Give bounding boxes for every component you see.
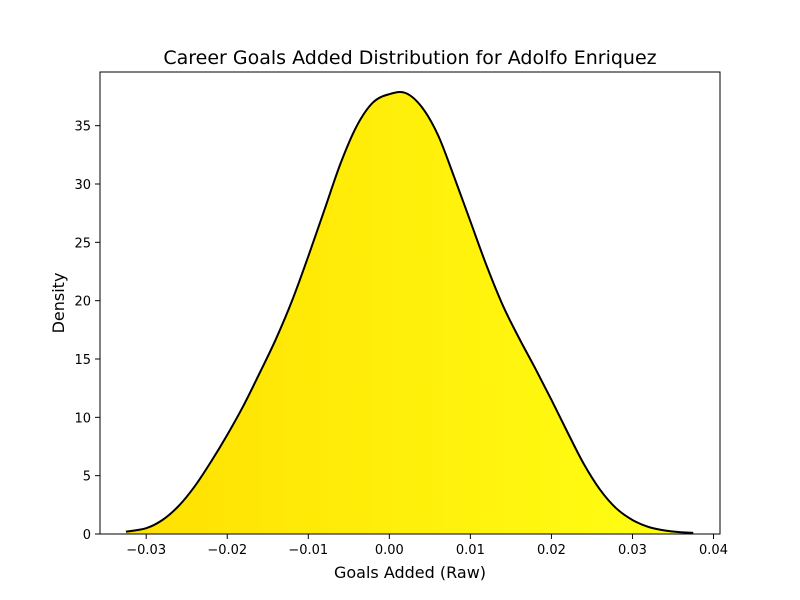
x-tick-label: 0.00 — [375, 543, 404, 558]
x-tick-label: −0.03 — [126, 543, 166, 558]
y-tick-label: 30 — [74, 178, 91, 193]
y-axis: 0 5 10 15 20 25 30 35 — [74, 120, 100, 543]
x-axis: −0.03 −0.02 −0.01 0.00 0.01 0.02 0.03 0.04 — [126, 534, 728, 558]
y-tick-label: 15 — [74, 353, 91, 368]
x-tick-label: −0.01 — [288, 543, 328, 558]
y-axis-label: Density — [49, 273, 68, 334]
y-tick-label: 35 — [74, 120, 91, 135]
density-area — [125, 92, 694, 534]
x-tick-label: 0.02 — [537, 543, 566, 558]
axes-frame — [99, 71, 721, 535]
x-axis-label: Goals Added (Raw) — [334, 563, 486, 582]
y-tick-label: 25 — [74, 236, 91, 251]
density-line — [125, 91, 694, 534]
chart-title: Career Goals Added Distribution for Adol… — [163, 47, 656, 69]
x-tick-label: 0.01 — [456, 543, 485, 558]
y-tick-label: 10 — [74, 411, 91, 426]
x-tick-label: −0.02 — [207, 543, 247, 558]
plot-area — [125, 91, 694, 534]
x-tick-label: 0.04 — [699, 543, 728, 558]
y-tick-label: 5 — [83, 470, 91, 485]
y-tick-label: 20 — [74, 295, 91, 310]
x-tick-label: 0.03 — [618, 543, 647, 558]
y-tick-label: 0 — [83, 528, 91, 543]
